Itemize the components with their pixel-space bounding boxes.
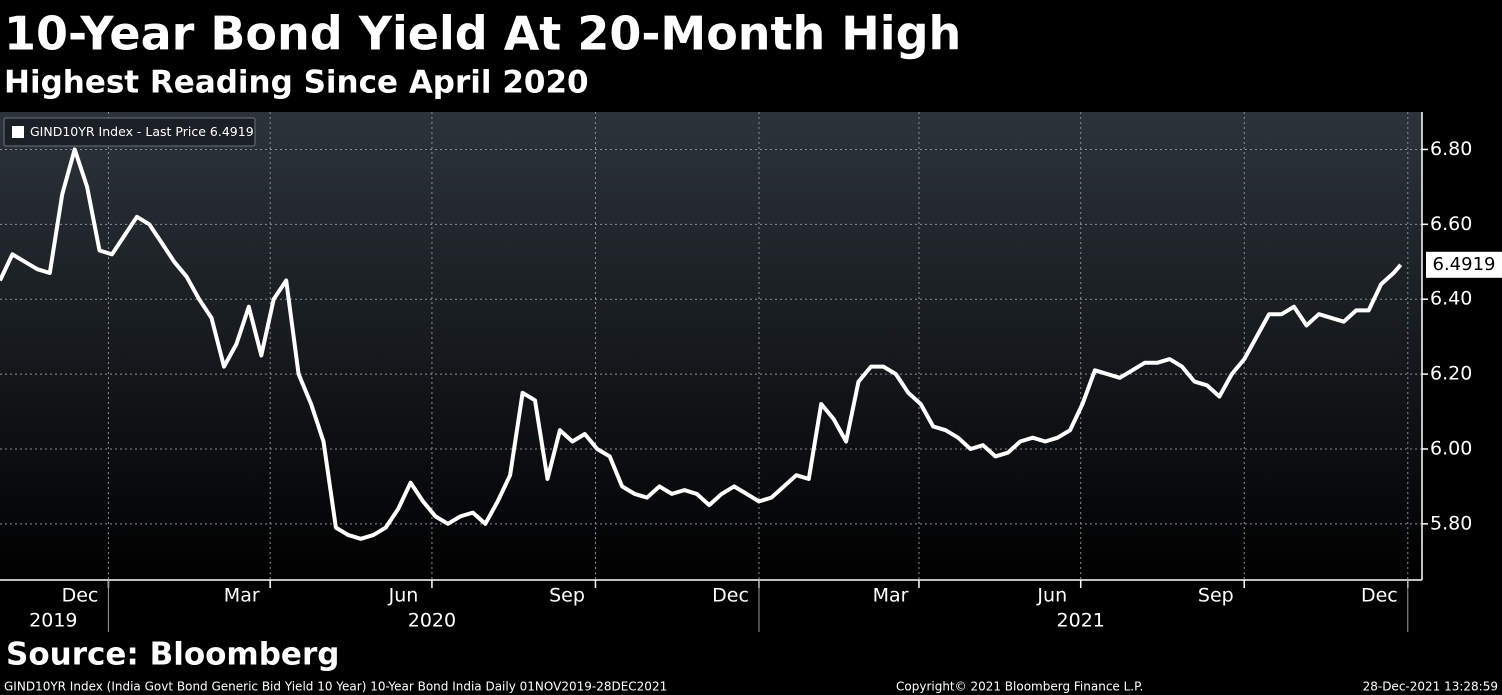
last-price-tag xyxy=(1426,251,1502,278)
x-tick-label: Dec xyxy=(712,585,749,607)
x-tick-label: Jun xyxy=(1036,585,1067,607)
x-tick-label: Mar xyxy=(873,585,909,607)
y-tick-label: 6.00 xyxy=(1430,437,1472,459)
legend-value: 6.4919 xyxy=(210,124,254,139)
legend-label: GIND10YR Index - Last Price 6.4919 xyxy=(30,124,254,139)
source: Source: Bloomberg xyxy=(6,637,339,673)
legend-swatch xyxy=(12,126,24,138)
x-tick-label: Dec xyxy=(1361,585,1398,607)
chart-title: 10-Year Bond Yield At 20-Month High xyxy=(4,7,961,61)
footer-center: Copyright© 2021 Bloomberg Finance L.P. xyxy=(896,680,1143,694)
footer-left: GIND10YR Index (India Govt Bond Generic … xyxy=(4,680,667,694)
line-series xyxy=(0,147,1403,541)
x-tick-label: Sep xyxy=(549,585,585,607)
last-price-label: 6.4919 xyxy=(1433,254,1496,275)
y-tick-label: 6.40 xyxy=(1430,288,1472,310)
year-label: 2019 xyxy=(29,610,77,632)
x-tick-label: Sep xyxy=(1198,585,1234,607)
x-tick-label: Dec xyxy=(62,585,99,607)
y-tick-label: 5.80 xyxy=(1430,512,1472,534)
y-tick-label: 6.60 xyxy=(1430,213,1472,235)
footer-right: 28-Dec-2021 13:28:59 xyxy=(1363,680,1498,694)
year-label: 2021 xyxy=(1057,610,1105,632)
plot-area xyxy=(0,112,1422,580)
chart-subtitle: Highest Reading Since April 2020 xyxy=(4,65,589,101)
y-tick-label: 6.20 xyxy=(1430,363,1472,385)
year-label: 2020 xyxy=(408,610,456,632)
x-tick-label: Jun xyxy=(388,585,419,607)
legend-name: GIND10YR Index - Last Price xyxy=(30,124,206,139)
y-tick-label: 6.80 xyxy=(1430,138,1472,160)
legend-box xyxy=(3,117,256,147)
x-tick-label: Mar xyxy=(224,585,260,607)
